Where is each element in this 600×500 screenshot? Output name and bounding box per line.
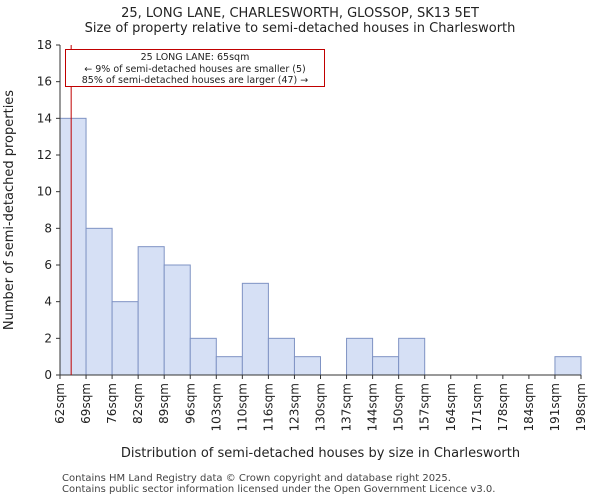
x-tick-label: 116sqm [261,383,275,431]
annotation-line-2: ← 9% of semi-detached houses are smaller… [84,63,306,75]
bar [267,337,295,376]
chart-title: 25, LONG LANE, CHARLESWORTH, GLOSSOP, SK… [121,6,479,21]
bar [85,227,113,376]
y-tick-label: 0 [44,368,52,382]
x-tick-label: 110sqm [235,383,249,431]
x-tick-label: 184sqm [522,383,536,431]
bar [398,337,426,376]
y-tick-label: 4 [44,295,52,309]
x-tick-label: 191sqm [548,383,562,431]
annotation-box: 25 LONG LANE: 65sqm ← 9% of semi-detache… [65,49,325,87]
x-tick-label: 157sqm [418,383,432,431]
x-tick-label: 130sqm [314,383,328,431]
x-tick-label: 150sqm [392,383,406,431]
x-tick-label: 144sqm [366,383,380,431]
x-tick-label: 82sqm [131,383,145,424]
bar [241,282,269,376]
footer-line-1: Contains HM Land Registry data © Crown c… [62,473,451,484]
bar [189,337,217,376]
annotation-line-3: 85% of semi-detached houses are larger (… [81,75,309,86]
bar [111,301,139,376]
bar [215,356,243,376]
x-tick-label: 76sqm [105,383,119,424]
x-tick-label: 198sqm [574,383,588,431]
y-tick-label: 6 [44,258,52,272]
bar [346,337,374,376]
x-tick-label: 103sqm [209,383,223,431]
x-axis-label: Distribution of semi-detached houses by … [121,446,520,461]
y-tick-label: 18 [37,38,52,52]
chart-subtitle: Size of property relative to semi-detach… [84,21,516,36]
bar [293,356,322,376]
x-tick-label: 137sqm [340,383,354,431]
y-tick-label: 12 [37,148,52,162]
y-tick-label: 10 [37,185,52,199]
x-tick-label: 171sqm [470,383,484,431]
y-tick-label: 14 [37,111,52,125]
footer: Contains HM Land Registry data © Crown c… [62,473,495,495]
y-tick-label: 16 [37,75,52,89]
bar [59,117,87,376]
x-tick-label: 96sqm [183,383,197,424]
x-tick-label: 89sqm [157,383,171,424]
x-tick-label: 123sqm [287,383,301,431]
x-tick-label: 62sqm [53,383,67,424]
annotation-line-1: 25 LONG LANE: 65sqm [140,52,250,63]
x-tick-label: 164sqm [444,383,458,431]
x-tick-label: 178sqm [496,383,510,431]
x-tick-label: 69sqm [79,383,93,424]
y-axis-label: Number of semi-detached properties [2,90,17,330]
footer-line-2: Contains public sector information licen… [62,484,496,495]
y-tick-label: 2 [44,331,52,345]
bar [163,264,191,376]
bar [554,356,582,376]
bar [372,356,400,376]
y-tick-label: 8 [44,221,52,235]
bar [137,246,165,376]
